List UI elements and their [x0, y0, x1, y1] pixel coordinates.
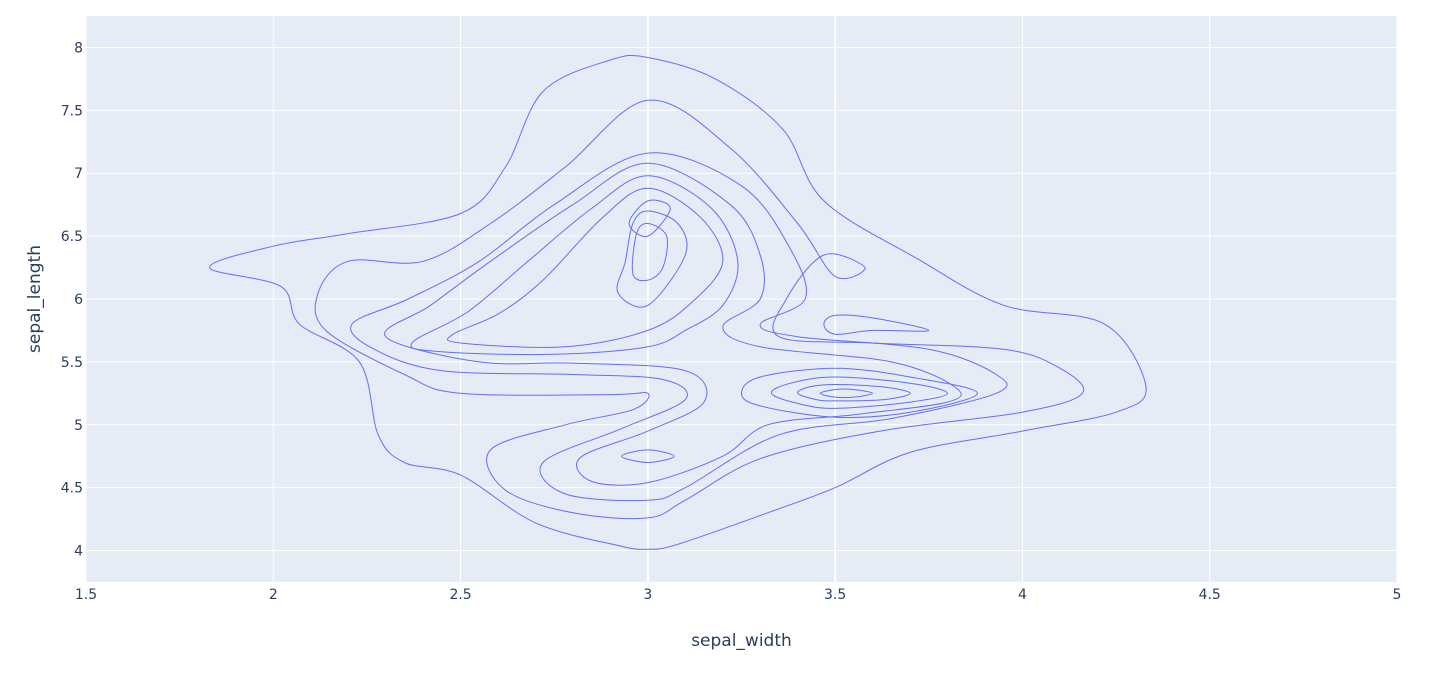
x-tick-label: 4.5	[1199, 587, 1221, 603]
contour-line	[797, 383, 911, 402]
y-tick-label: 4.5	[61, 481, 83, 497]
contour-line	[621, 449, 675, 464]
contour-line	[770, 376, 949, 409]
x-tick-label: 1.5	[75, 587, 97, 603]
y-tick-label: 8	[74, 40, 83, 56]
contour-lines	[209, 54, 1147, 550]
y-tick-label: 5.5	[61, 355, 83, 371]
contour-line	[446, 187, 724, 348]
y-tick-label: 5	[74, 418, 83, 434]
y-tick-label: 6.5	[61, 229, 83, 245]
y-axis-ticks: 4 4.5 5 5.5 6 6.5 7 7.5 8	[61, 40, 83, 559]
gridlines	[85, 16, 1398, 582]
contour-line	[384, 162, 962, 486]
x-tick-label: 4	[1018, 587, 1027, 603]
contour-line	[628, 199, 671, 238]
x-axis-title: sepal_width	[691, 631, 792, 651]
contour-line	[616, 210, 688, 308]
contour-line	[350, 152, 1008, 502]
x-tick-label: 2	[269, 587, 278, 603]
y-tick-label: 7.5	[61, 103, 83, 119]
contour-line	[819, 388, 874, 399]
x-tick-label: 3.5	[824, 587, 846, 603]
y-tick-label: 4	[74, 544, 83, 560]
x-tick-label: 3	[643, 587, 652, 603]
contour-line	[740, 367, 979, 418]
x-axis-ticks: 1.5 2 2.5 3 3.5 4 4.5 5	[75, 587, 1402, 603]
x-tick-label: 2.5	[449, 587, 471, 603]
contour-line	[209, 54, 1147, 550]
y-tick-label: 6	[74, 292, 83, 308]
y-axis-title: sepal_length	[25, 245, 45, 353]
contour-line	[823, 314, 930, 335]
contour-line	[410, 175, 739, 356]
x-tick-label: 5	[1393, 587, 1402, 603]
contour-line	[314, 99, 1085, 520]
y-tick-label: 7	[74, 166, 83, 182]
